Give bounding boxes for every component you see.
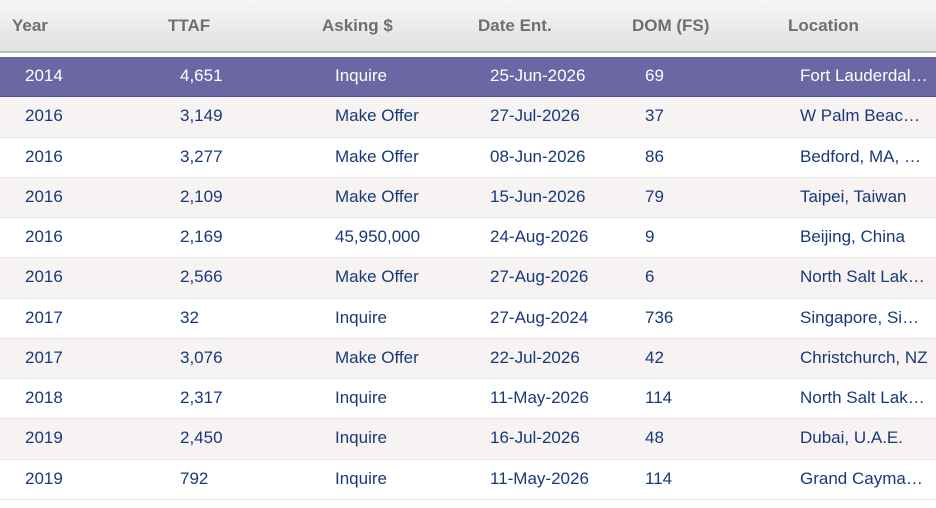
location-cell: Christchurch, NZ xyxy=(800,347,928,367)
location-cell: North Salt Lake, UT xyxy=(800,267,928,287)
table-row[interactable]: 2016 2,109 Make Offer 15-Jun-2026 79 Tai… xyxy=(0,177,936,218)
ttaf-cell: 32 xyxy=(180,307,199,327)
asking-cell: Inquire xyxy=(335,307,387,327)
ttaf-cell: 2,566 xyxy=(180,267,223,287)
dom-cell: 9 xyxy=(645,227,655,246)
table-row[interactable]: 2016 3,149 Make Offer 27-Jul-2026 37 W P… xyxy=(0,97,936,138)
ttaf-cell: 2,169 xyxy=(180,227,223,246)
asking-cell: 45,950,000 xyxy=(335,227,421,246)
table-row[interactable]: 2016 2,169 45,950,000 24-Aug-2026 9 Beij… xyxy=(0,218,936,259)
asking-cell: Inquire xyxy=(335,468,387,488)
table-row[interactable]: 2017 32 Inquire 27-Aug-2024 736 Singapor… xyxy=(0,298,936,339)
ttaf-cell: 3,149 xyxy=(180,106,223,126)
column-header-asking[interactable]: Asking $ xyxy=(322,16,393,35)
column-header-ttaf[interactable]: TTAF xyxy=(168,16,211,35)
table-row[interactable]: 2019 2,450 Inquire 16-Jul-2026 48 Dubai,… xyxy=(0,419,936,460)
asking-cell: Make Offer xyxy=(335,186,419,206)
column-header-dom[interactable]: DOM (FS) xyxy=(632,16,710,35)
year-cell: 2017 xyxy=(25,347,63,367)
table-row[interactable]: 2019 792 Inquire 11-May-2026 114 Grand C… xyxy=(0,459,936,500)
ttaf-cell: 2,317 xyxy=(180,388,223,407)
table-row[interactable]: 2018 2,317 Inquire 11-May-2026 114 North… xyxy=(0,379,936,420)
year-cell: 2017 xyxy=(25,307,63,327)
table-body: 2014 4,651 Inquire 25-Jun-2026 69 Fort L… xyxy=(0,57,936,500)
dom-cell: 79 xyxy=(645,186,664,206)
dom-cell: 48 xyxy=(645,428,664,448)
location-cell: Singapore, Singapore xyxy=(800,307,928,327)
location-cell: Fort Lauderdale, FL xyxy=(800,66,928,85)
year-cell: 2019 xyxy=(25,428,63,448)
table-row[interactable]: 2014 4,651 Inquire 25-Jun-2026 69 Fort L… xyxy=(0,57,936,98)
location-cell: North Salt Lake, UT xyxy=(800,388,928,407)
ttaf-cell: 2,450 xyxy=(180,428,223,448)
table-header: Year TTAF Asking $ Date Ent. DOM (FS) Lo… xyxy=(0,0,936,53)
dom-cell: 736 xyxy=(645,307,674,327)
location-cell: Bedford, MA, USA xyxy=(800,146,928,166)
asking-cell: Make Offer xyxy=(335,347,419,367)
year-cell: 2016 xyxy=(25,267,63,287)
date-cell: 11-May-2026 xyxy=(490,468,589,488)
asking-cell: Inquire xyxy=(335,428,387,448)
location-cell: Beijing, China xyxy=(800,227,905,246)
dom-cell: 42 xyxy=(645,347,664,367)
location-cell: W Palm Beach, FL xyxy=(800,106,928,126)
date-cell: 27-Aug-2026 xyxy=(490,267,589,287)
asking-cell: Make Offer xyxy=(335,146,419,166)
date-cell: 16-Jul-2026 xyxy=(490,428,580,448)
asking-cell: Make Offer xyxy=(335,267,419,287)
dom-cell: 114 xyxy=(645,388,673,407)
date-cell: 22-Jul-2026 xyxy=(490,347,580,367)
asking-cell: Inquire xyxy=(335,66,387,85)
location-cell: Taipei, Taiwan xyxy=(800,186,907,206)
year-cell: 2016 xyxy=(25,146,63,166)
ttaf-cell: 3,076 xyxy=(180,347,223,367)
date-cell: 25-Jun-2026 xyxy=(490,66,586,85)
dom-cell: 6 xyxy=(645,267,655,287)
year-cell: 2018 xyxy=(25,388,63,407)
location-cell: Grand Cayman, KY xyxy=(800,468,928,488)
table-row[interactable]: 2016 2,566 Make Offer 27-Aug-2026 6 Nort… xyxy=(0,258,936,299)
year-cell: 2016 xyxy=(25,186,63,206)
asking-cell: Inquire xyxy=(335,388,387,407)
column-header-date-entered[interactable]: Date Ent. xyxy=(478,16,552,35)
date-cell: 08-Jun-2026 xyxy=(490,146,586,166)
date-cell: 24-Aug-2026 xyxy=(490,227,589,246)
dom-cell: 86 xyxy=(645,146,664,166)
date-cell: 15-Jun-2026 xyxy=(490,186,586,206)
dom-cell: 37 xyxy=(645,106,664,126)
year-cell: 2016 xyxy=(25,106,63,126)
location-cell: Dubai, U.A.E. xyxy=(800,428,903,448)
dom-cell: 114 xyxy=(645,468,673,488)
ttaf-cell: 3,277 xyxy=(180,146,223,166)
asking-cell: Make Offer xyxy=(335,106,419,126)
ttaf-cell: 792 xyxy=(180,468,209,488)
column-header-year[interactable]: Year xyxy=(12,16,48,35)
ttaf-cell: 2,109 xyxy=(180,186,223,206)
year-cell: 2019 xyxy=(25,468,63,488)
table-row[interactable]: 2016 3,277 Make Offer 08-Jun-2026 86 Bed… xyxy=(0,137,936,178)
year-cell: 2014 xyxy=(25,66,63,85)
dom-cell: 69 xyxy=(645,66,664,85)
date-cell: 27-Aug-2024 xyxy=(490,307,589,327)
year-cell: 2016 xyxy=(25,227,63,246)
column-header-location[interactable]: Location xyxy=(788,16,859,35)
table-row[interactable]: 2017 3,076 Make Offer 22-Jul-2026 42 Chr… xyxy=(0,338,936,379)
ttaf-cell: 4,651 xyxy=(180,66,223,85)
date-cell: 11-May-2026 xyxy=(490,388,589,407)
date-cell: 27-Jul-2026 xyxy=(490,106,580,126)
